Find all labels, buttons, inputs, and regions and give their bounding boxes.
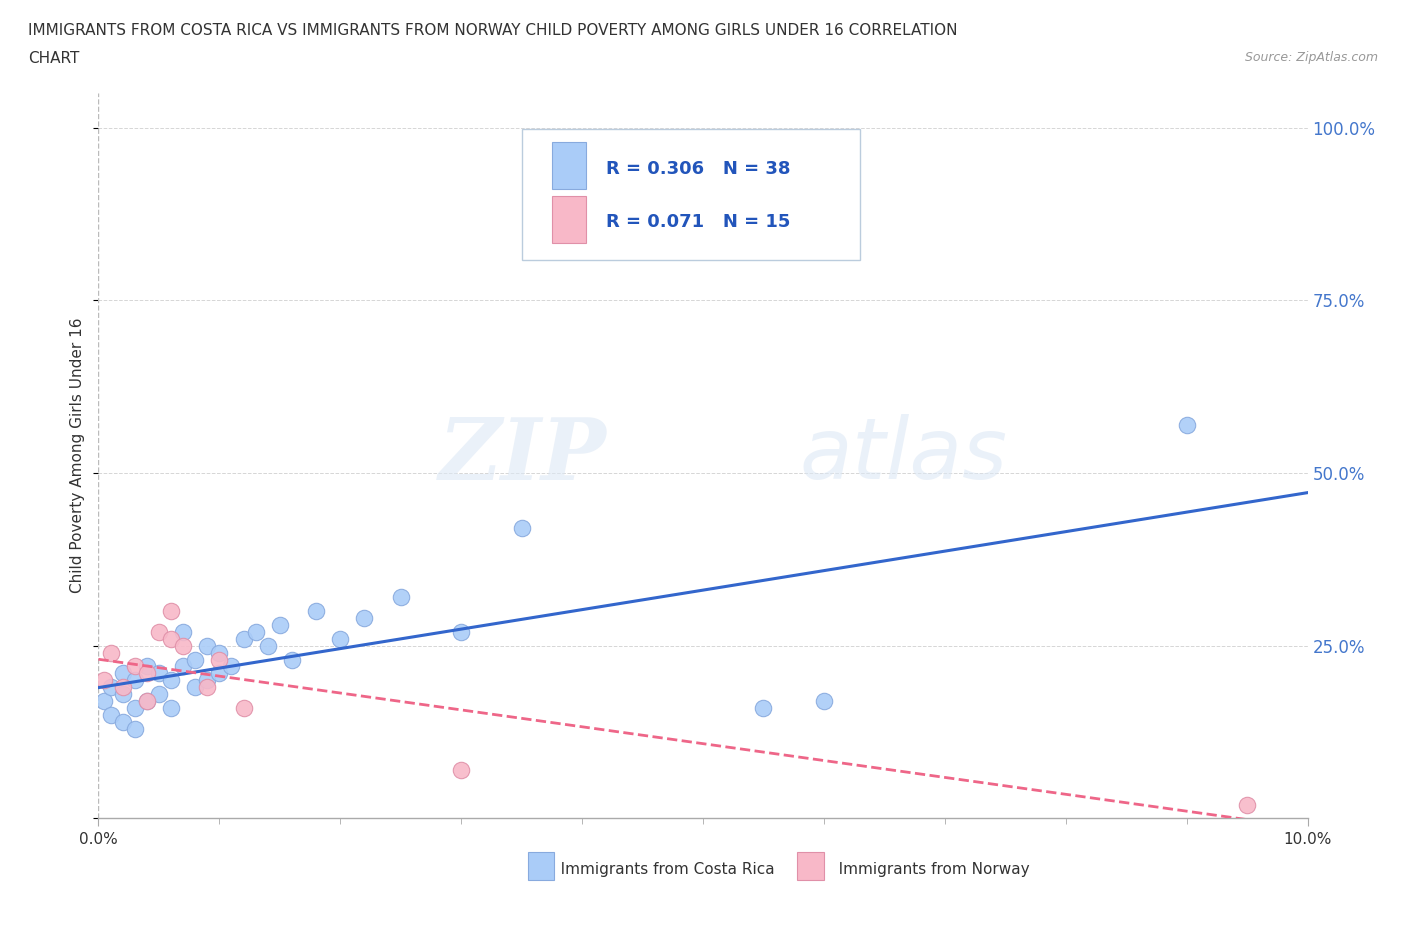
Point [221,659,243,674]
Point [124,721,146,736]
Text: R = 0.306   N = 38: R = 0.306 N = 38 [606,160,790,178]
Point [172,638,194,653]
Text: Immigrants from Costa Rica: Immigrants from Costa Rica [546,862,775,877]
Point [148,666,170,681]
Point [752,700,775,715]
Point [208,666,231,681]
Point [160,604,183,618]
Point [124,659,146,674]
Point [111,686,134,701]
Point [135,694,157,709]
Point [148,686,170,701]
Point [256,638,278,653]
Point [111,680,134,695]
Point [135,659,157,674]
Point [450,624,472,639]
Text: Immigrants from Norway: Immigrants from Norway [824,862,1029,877]
Point [148,624,170,639]
Point [813,694,835,709]
Point [195,672,218,687]
Text: R = 0.071   N = 15: R = 0.071 N = 15 [606,213,790,232]
Text: atlas: atlas [800,414,1008,498]
Point [135,694,157,709]
FancyBboxPatch shape [522,129,860,259]
Point [329,631,352,646]
Point [195,680,218,695]
Point [124,700,146,715]
Point [111,666,134,681]
Point [1236,797,1258,812]
Y-axis label: Child Poverty Among Girls Under 16: Child Poverty Among Girls Under 16 [70,318,86,593]
FancyBboxPatch shape [797,853,824,880]
Point [124,672,146,687]
Point [232,700,254,715]
Point [184,680,207,695]
FancyBboxPatch shape [527,853,554,880]
Point [269,618,291,632]
Point [93,694,115,709]
Text: IMMIGRANTS FROM COSTA RICA VS IMMIGRANTS FROM NORWAY CHILD POVERTY AMONG GIRLS U: IMMIGRANTS FROM COSTA RICA VS IMMIGRANTS… [28,23,957,38]
FancyBboxPatch shape [551,196,586,244]
Point [305,604,328,618]
Point [100,680,122,695]
Point [195,638,218,653]
Point [160,672,183,687]
Point [389,590,412,604]
Text: Source: ZipAtlas.com: Source: ZipAtlas.com [1244,51,1378,64]
Point [1175,418,1198,432]
Point [245,624,267,639]
FancyBboxPatch shape [551,141,586,189]
Point [172,624,194,639]
Text: CHART: CHART [28,51,80,66]
Point [184,652,207,667]
Point [111,714,134,729]
Point [208,652,231,667]
Point [100,708,122,723]
Point [232,631,254,646]
Text: ZIP: ZIP [439,414,606,498]
Point [93,672,115,687]
Point [450,763,472,777]
Point [135,666,157,681]
Point [353,611,375,626]
Point [172,659,194,674]
Point [281,652,304,667]
Point [160,631,183,646]
Point [510,521,533,536]
Point [160,700,183,715]
Point [208,645,231,660]
Point [100,645,122,660]
